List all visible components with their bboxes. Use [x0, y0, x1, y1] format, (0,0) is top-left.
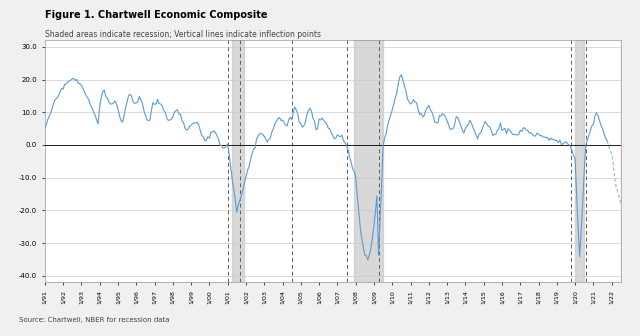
estimate	[609, 162, 617, 166]
actual	[506, 128, 513, 132]
actual	[454, 116, 461, 120]
actual	[266, 136, 274, 140]
actual	[260, 134, 268, 138]
estimate	[616, 195, 623, 199]
Bar	[354, 40, 383, 282]
Text: Source: Chartwell, NBER for recession data: Source: Chartwell, NBER for recession da…	[19, 317, 170, 323]
estimate	[614, 190, 621, 194]
estimate	[606, 149, 614, 153]
Text: Figure 1. Chartwell Economic Composite: Figure 1. Chartwell Economic Composite	[45, 10, 268, 20]
actual	[138, 101, 146, 105]
estimate	[617, 202, 625, 206]
estimate	[608, 152, 616, 156]
estimate	[611, 176, 618, 180]
estimate	[604, 138, 611, 142]
Bar	[232, 40, 244, 282]
Bar	[575, 40, 584, 282]
Bar	[621, 40, 634, 282]
Line: estimate: estimate	[607, 140, 621, 204]
actual	[364, 258, 372, 262]
Text: Shaded areas indicate recession; Vertical lines indicate inflection points: Shaded areas indicate recession; Vertica…	[45, 30, 321, 39]
estimate	[605, 143, 612, 148]
Line: actual: actual	[45, 75, 607, 260]
actual	[397, 73, 405, 77]
actual	[41, 126, 49, 130]
actual	[533, 131, 541, 135]
estimate	[612, 186, 620, 190]
actual	[604, 138, 611, 142]
